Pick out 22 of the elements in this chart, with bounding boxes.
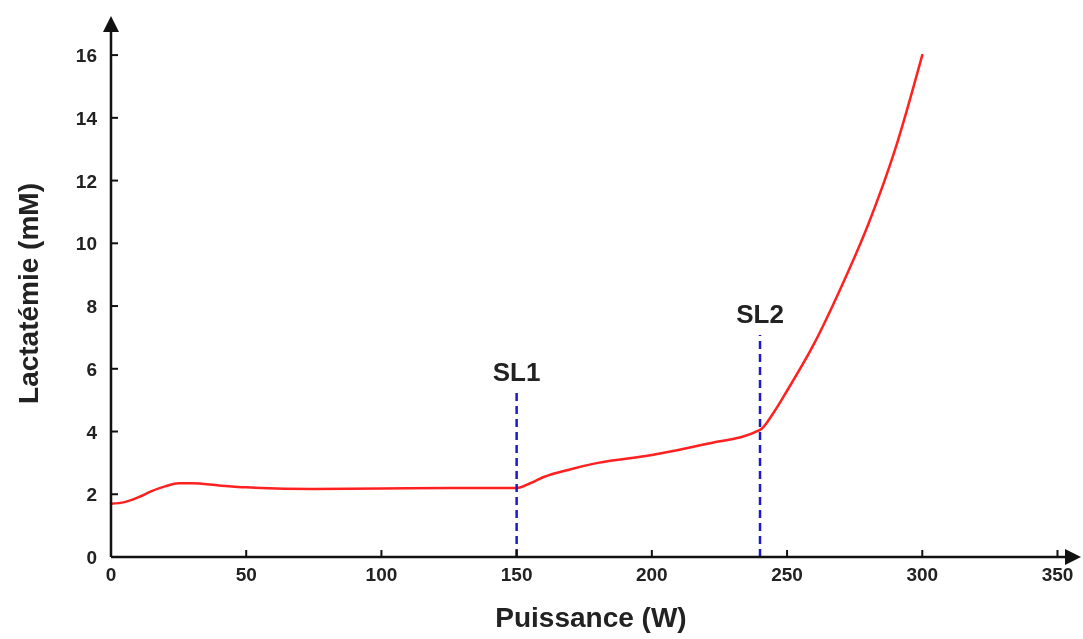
y-tick-label: 16	[75, 45, 97, 67]
ref-line-label: SL2	[736, 298, 784, 329]
x-tick-label: 0	[105, 564, 117, 585]
y-tick-label: 14	[75, 107, 98, 129]
ref-line-label: SL1	[492, 356, 541, 387]
x-tick-label: 300	[906, 564, 939, 585]
y-tick-label: 8	[86, 296, 97, 318]
y-tick-label: 4	[86, 421, 98, 443]
x-tick-label: 150	[500, 564, 533, 585]
x-tick-label: 50	[235, 564, 257, 585]
x-tick-label: 250	[771, 564, 803, 585]
y-tick-label: 10	[75, 233, 97, 255]
line-series	[109, 53, 924, 505]
x-tick-label: 350	[1041, 564, 1074, 585]
y-tick-label: 0	[86, 547, 97, 568]
x-axis-title: Puissance (W)	[495, 602, 687, 633]
y-axis-title: Lactatémie (mM)	[13, 183, 44, 404]
y-tick-label: 6	[86, 358, 97, 380]
y-tick-label: 2	[86, 484, 97, 506]
y-tick-label: 12	[75, 170, 97, 192]
x-tick-label: 200	[635, 564, 668, 585]
x-tick-label: 100	[365, 564, 398, 585]
